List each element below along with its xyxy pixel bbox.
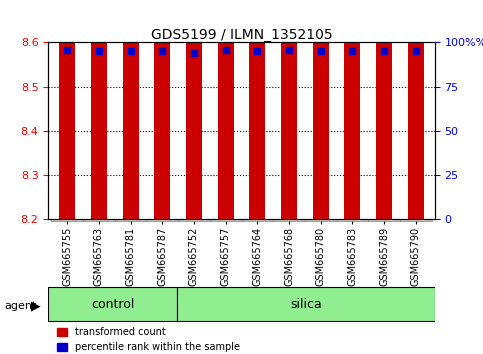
Bar [281,0,297,219]
FancyBboxPatch shape [210,219,242,221]
Point [63,47,71,52]
Point [349,48,356,54]
Bar [313,0,328,219]
FancyBboxPatch shape [52,219,83,221]
FancyBboxPatch shape [273,219,305,221]
Bar [408,0,424,219]
Point [317,48,325,54]
Point [95,48,103,54]
Bar [123,0,139,219]
FancyBboxPatch shape [178,219,210,221]
Bar [59,0,75,219]
Point [285,47,293,52]
FancyBboxPatch shape [177,287,435,321]
Text: silica: silica [290,298,322,311]
FancyBboxPatch shape [368,219,400,221]
Point [127,48,134,54]
Text: control: control [91,298,134,311]
Bar [344,0,360,219]
Bar [249,0,265,219]
FancyBboxPatch shape [115,219,146,221]
FancyBboxPatch shape [242,219,273,221]
Text: GDS5199 / ILMN_1352105: GDS5199 / ILMN_1352105 [151,28,332,42]
FancyBboxPatch shape [48,287,177,321]
Text: ▶: ▶ [31,300,41,313]
Point [222,47,229,52]
Bar [155,0,170,219]
Point [380,48,388,54]
Bar [91,0,107,219]
Legend: transformed count, percentile rank within the sample: transformed count, percentile rank withi… [53,324,243,354]
FancyBboxPatch shape [400,219,431,221]
FancyBboxPatch shape [305,219,337,221]
Bar [186,0,202,219]
Point [190,50,198,56]
FancyBboxPatch shape [146,219,178,221]
Point [158,48,166,54]
FancyBboxPatch shape [83,219,115,221]
Bar [218,0,234,219]
Point [254,48,261,54]
Bar [376,0,392,219]
Point [412,48,420,54]
Text: agent: agent [5,301,37,311]
FancyBboxPatch shape [337,219,368,221]
